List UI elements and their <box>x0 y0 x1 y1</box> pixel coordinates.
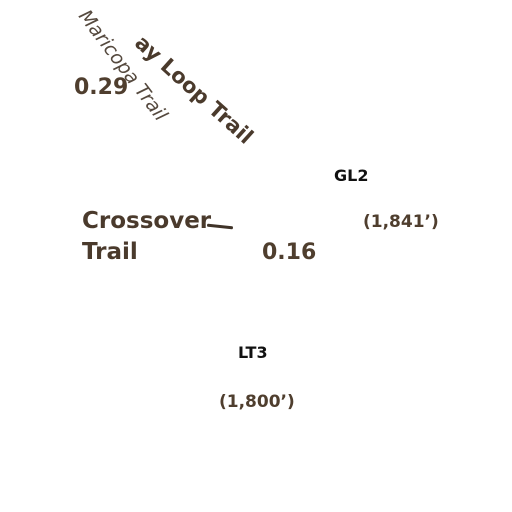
gl2-point-label: GL2 <box>334 166 369 185</box>
gl2-elevation-label: (1,841’) <box>363 212 439 232</box>
crossover-trail-label: Crossover Trail <box>82 206 211 268</box>
crossover-trail-label-line1: Crossover <box>82 208 212 234</box>
distance-label-center: 0.16 <box>262 240 317 265</box>
distance-label-upper: 0.29 <box>74 75 129 100</box>
lt3-point-label: LT3 <box>238 343 268 362</box>
lt3-elevation-label: (1,800’) <box>219 392 295 412</box>
crossover-trail-label-line2: Trail <box>82 239 138 265</box>
